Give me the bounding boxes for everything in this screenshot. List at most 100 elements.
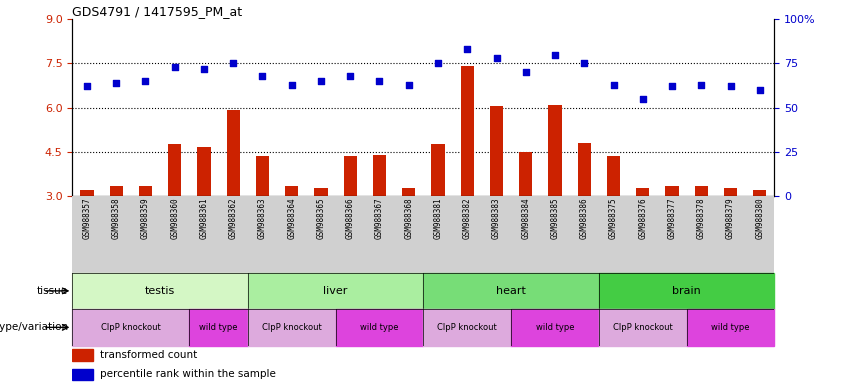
Bar <box>373 155 386 196</box>
Text: wild type: wild type <box>360 323 399 332</box>
Bar <box>80 190 94 196</box>
Point <box>694 81 708 88</box>
Text: transformed count: transformed count <box>100 350 197 360</box>
Text: GDS4791 / 1417595_PM_at: GDS4791 / 1417595_PM_at <box>72 5 243 18</box>
Text: ClpP knockout: ClpP knockout <box>437 323 497 332</box>
Bar <box>344 156 357 196</box>
Bar <box>753 190 767 196</box>
Bar <box>403 189 415 196</box>
Bar <box>665 185 678 196</box>
Text: GSM988377: GSM988377 <box>667 197 677 239</box>
Text: genotype/variation: genotype/variation <box>0 322 68 333</box>
Text: GSM988375: GSM988375 <box>609 197 618 239</box>
Bar <box>578 143 591 196</box>
Text: percentile rank within the sample: percentile rank within the sample <box>100 369 277 379</box>
Bar <box>607 156 620 196</box>
Text: GSM988379: GSM988379 <box>726 197 735 239</box>
Text: GSM988357: GSM988357 <box>83 197 91 239</box>
Text: GSM988359: GSM988359 <box>141 197 150 239</box>
Bar <box>431 144 444 196</box>
Text: GSM988380: GSM988380 <box>756 197 764 239</box>
Bar <box>248 273 424 309</box>
Text: heart: heart <box>496 286 526 296</box>
Bar <box>424 273 599 309</box>
Text: wild type: wild type <box>711 323 750 332</box>
Text: GSM988364: GSM988364 <box>288 197 296 239</box>
Bar <box>511 309 599 346</box>
Bar <box>72 309 190 346</box>
Text: GSM988363: GSM988363 <box>258 197 267 239</box>
Text: wild type: wild type <box>199 323 237 332</box>
Text: wild type: wild type <box>536 323 574 332</box>
Text: GSM988368: GSM988368 <box>404 197 414 239</box>
Bar <box>599 273 774 309</box>
Bar <box>190 309 248 346</box>
Point <box>519 69 533 75</box>
Point <box>110 80 123 86</box>
Point <box>636 96 649 102</box>
Bar <box>314 189 328 196</box>
Bar <box>424 309 511 346</box>
Text: GSM988378: GSM988378 <box>697 197 705 239</box>
Text: liver: liver <box>323 286 348 296</box>
Text: GSM988361: GSM988361 <box>199 197 208 239</box>
Point <box>431 60 445 66</box>
Point <box>402 81 415 88</box>
Text: GSM988382: GSM988382 <box>463 197 471 239</box>
Bar <box>335 309 424 346</box>
Text: ClpP knockout: ClpP knockout <box>262 323 322 332</box>
Text: GSM988358: GSM988358 <box>111 197 121 239</box>
Point <box>578 60 591 66</box>
Point <box>344 73 357 79</box>
Bar <box>72 273 248 309</box>
Text: GSM988385: GSM988385 <box>551 197 559 239</box>
Point <box>460 46 474 52</box>
Point <box>168 64 181 70</box>
Text: ClpP knockout: ClpP knockout <box>101 323 161 332</box>
Point <box>226 60 240 66</box>
Bar <box>110 185 123 196</box>
Bar <box>72 369 94 380</box>
Bar <box>490 106 503 196</box>
Point <box>489 55 503 61</box>
Text: GSM988365: GSM988365 <box>317 197 325 239</box>
Bar <box>637 189 649 196</box>
Point <box>373 78 386 84</box>
Text: GSM988362: GSM988362 <box>229 197 237 239</box>
Bar <box>724 189 737 196</box>
Bar <box>256 156 269 196</box>
Bar <box>599 309 687 346</box>
Text: GSM988384: GSM988384 <box>522 197 530 239</box>
Point <box>607 81 620 88</box>
Point <box>314 78 328 84</box>
Point <box>139 78 152 84</box>
Bar <box>72 349 94 361</box>
Text: ClpP knockout: ClpP knockout <box>613 323 672 332</box>
Bar <box>460 66 474 196</box>
Point <box>665 83 679 89</box>
Bar <box>248 309 335 346</box>
Text: GSM988376: GSM988376 <box>638 197 648 239</box>
Point <box>723 83 737 89</box>
Text: testis: testis <box>145 286 175 296</box>
Point <box>80 83 94 89</box>
Point <box>753 87 767 93</box>
Text: tissue: tissue <box>37 286 68 296</box>
Point <box>255 73 269 79</box>
Text: GSM988360: GSM988360 <box>170 197 180 239</box>
Bar <box>548 104 562 196</box>
Text: GSM988367: GSM988367 <box>375 197 384 239</box>
Bar <box>226 111 240 196</box>
Text: GSM988383: GSM988383 <box>492 197 501 239</box>
Bar <box>168 144 181 196</box>
Bar <box>285 185 299 196</box>
Bar <box>694 185 708 196</box>
Point <box>285 81 299 88</box>
Bar <box>197 147 210 196</box>
Bar <box>519 152 533 196</box>
Point <box>197 66 211 72</box>
Text: GSM988366: GSM988366 <box>346 197 355 239</box>
Text: GSM988386: GSM988386 <box>580 197 589 239</box>
Text: brain: brain <box>672 286 701 296</box>
Point <box>548 51 562 58</box>
